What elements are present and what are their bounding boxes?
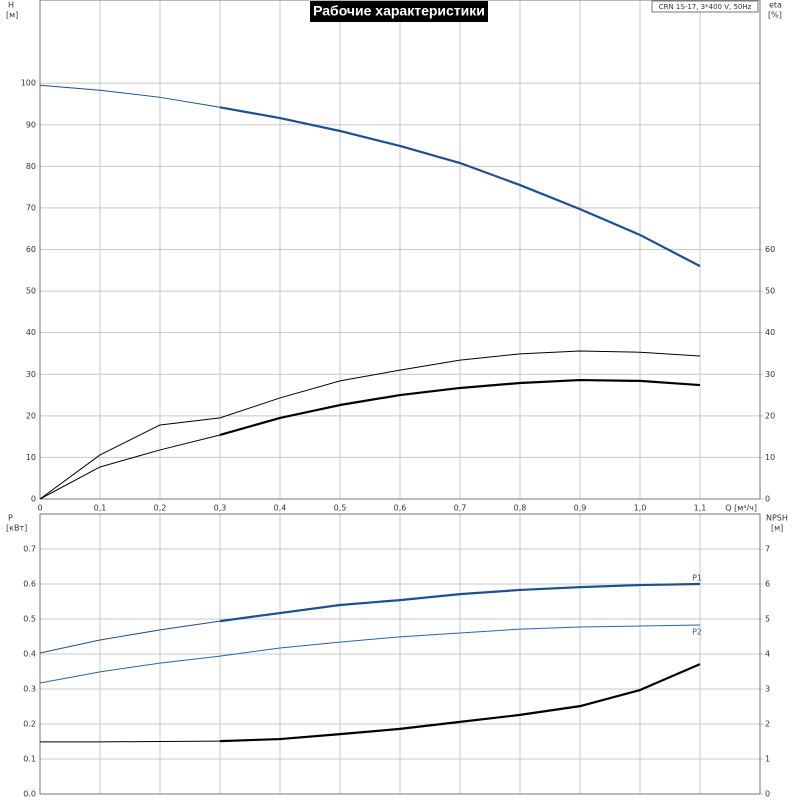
x-tick-label: 0,3 [214,504,227,513]
y-label: P [8,514,13,523]
curve [39,350,701,500]
y-tick-label: 50 [26,287,36,296]
model-note: CRN 1S-17, 3*400 V, 50Hz [659,3,752,11]
y2-tick-label: 10 [765,453,775,462]
y2-tick-label: 40 [765,328,775,337]
y2-tick-label: 3 [765,685,770,694]
y2-tick-label: 30 [765,370,775,379]
plot-frame [39,513,761,795]
y-tick-label: 0.3 [23,685,36,694]
series-label: P2 [692,627,702,636]
y2-tick-label: 7 [765,545,770,554]
curve [219,582,701,623]
curve [39,620,221,654]
curve [39,434,221,500]
x-tick-label: 0,4 [274,504,287,513]
y2-unit: [%] [768,11,782,20]
curve [39,84,221,108]
curve [39,624,701,684]
plot-frame [39,0,761,500]
y-tick-label: 0.0 [23,790,36,799]
y-tick-label: 0.2 [23,720,36,729]
x-tick-label: 0,1 [94,504,107,513]
y-label: H [8,1,14,10]
y2-tick-label: 20 [765,411,775,420]
y2-tick-label: 1 [765,755,770,764]
y2-tick-label: 6 [765,580,770,589]
y-tick-label: 0.7 [23,545,36,554]
y2-tick-label: 0 [765,495,770,504]
y-tick-label: 30 [26,370,36,379]
x-tick-label: 1,1 [694,504,707,513]
curve [219,378,701,437]
y2-tick-label: 50 [765,287,775,296]
y2-tick-label: 60 [765,245,775,254]
curve [219,106,701,268]
y-unit: [м] [6,11,18,20]
title-box [310,1,488,22]
y-tick-label: 40 [26,328,36,337]
plot-layer: 0 0,1 0,2 0,3 0,4 0,5 0,6 0,7 0,8 0,9 1,0 1,1010203… [21,0,775,799]
x-tick-label: 0,8 [514,504,527,513]
y-tick-label: 70 [26,203,36,212]
y-tick-label: 80 [26,162,36,171]
series-label: P1 [692,574,702,583]
y-tick-label: 0.5 [23,615,36,624]
y-tick-label: 60 [26,245,36,254]
curve [219,663,701,743]
y-unit: [кВт] [6,524,27,533]
x-tick-label: 0,9 [574,504,587,513]
y-tick-label: 0.6 [23,580,36,589]
x-tick-label: 0 [37,504,42,513]
curve [40,740,221,743]
y-tick-label: 0 [31,495,36,504]
y-tick-label: 10 [26,453,36,462]
chart-title: Рабочие характеристики [313,3,485,19]
x-tick-label: 0,2 [154,504,167,513]
x-tick-label: 0,6 [394,504,407,513]
x-tick-label: 0,7 [454,504,467,513]
y-tick-label: 0.4 [23,650,36,659]
x-tick-label: 1,0 [634,504,647,513]
y2-label: eta [769,1,782,10]
y-tick-label: 90 [26,120,36,129]
y2-tick-label: 4 [765,650,770,659]
note-box [651,0,759,13]
y2-unit: [м] [771,524,783,533]
y2-tick-label: 0 [765,790,770,799]
y2-tick-label: 5 [765,615,770,624]
y-tick-label: 20 [26,411,36,420]
y-tick-label: 0.1 [23,755,36,764]
x-label: Q [м³/ч] [725,504,757,513]
x-tick-label: 0,5 [334,504,347,513]
y-tick-label: 100 [21,79,36,88]
y2-tick-label: 2 [765,720,770,729]
y2-label: NPSH [766,514,788,523]
